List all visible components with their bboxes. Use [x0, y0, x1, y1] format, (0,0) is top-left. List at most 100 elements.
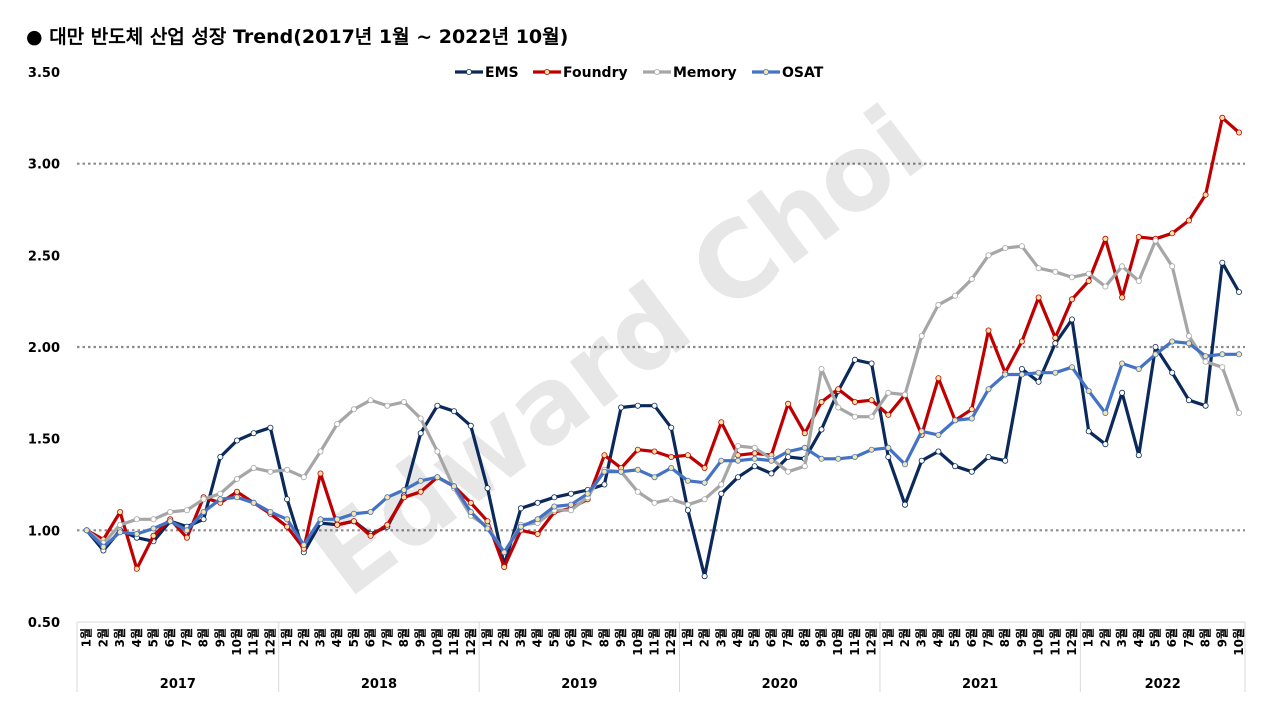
data-point	[384, 402, 391, 409]
x-tick-label: 7월	[981, 628, 996, 647]
data-point	[133, 531, 140, 538]
data-point	[568, 490, 575, 497]
data-point	[417, 415, 424, 422]
x-tick-label: 11월	[647, 628, 662, 656]
data-point	[467, 508, 474, 515]
x-tick-label: 5월	[346, 628, 361, 647]
x-year-label: 2018	[361, 677, 397, 692]
data-point	[818, 426, 825, 433]
data-point	[968, 415, 975, 422]
data-point	[651, 448, 658, 455]
data-point	[885, 389, 892, 396]
data-point	[400, 398, 407, 405]
data-point	[701, 573, 708, 580]
data-point	[985, 386, 992, 393]
data-point	[785, 400, 792, 407]
data-point	[501, 549, 508, 556]
x-tick-label: 3월	[1114, 628, 1129, 647]
data-point	[785, 453, 792, 460]
data-point	[1035, 265, 1042, 272]
data-point	[751, 450, 758, 457]
data-point	[601, 468, 608, 475]
data-point	[434, 448, 441, 455]
data-point	[718, 457, 725, 464]
data-point	[1119, 360, 1126, 367]
data-point	[250, 499, 257, 506]
data-point	[851, 453, 858, 460]
x-tick-label: 2월	[496, 628, 511, 647]
x-tick-label: 2월	[95, 628, 110, 647]
data-point	[634, 402, 641, 409]
data-point	[1135, 233, 1142, 240]
data-point	[1169, 263, 1176, 270]
x-tick-label: 12월	[463, 628, 478, 656]
y-tick-label: 1.50	[28, 433, 60, 448]
x-tick-label: 1월	[79, 628, 94, 647]
data-point	[1185, 340, 1192, 347]
data-point	[868, 360, 875, 367]
data-point	[601, 481, 608, 488]
x-tick-label: 9월	[613, 628, 628, 647]
data-point	[117, 529, 124, 536]
y-tick-label: 1.00	[28, 524, 60, 539]
data-point	[835, 404, 842, 411]
data-point	[1085, 270, 1092, 277]
data-point	[1202, 353, 1209, 360]
data-point	[1052, 268, 1059, 275]
x-year-label: 2017	[160, 677, 196, 692]
data-point	[701, 479, 708, 486]
data-point	[200, 508, 207, 515]
data-point	[1202, 358, 1209, 365]
data-point	[935, 301, 942, 308]
data-point	[167, 508, 174, 515]
data-point	[1119, 389, 1126, 396]
data-point	[735, 457, 742, 464]
data-point	[952, 292, 959, 299]
x-year-label: 2020	[762, 677, 798, 692]
x-tick-label: 9월	[814, 628, 829, 647]
data-point	[1169, 338, 1176, 345]
data-point	[534, 499, 541, 506]
data-point	[200, 496, 207, 503]
series-osat	[83, 338, 1243, 556]
data-point	[233, 488, 240, 495]
data-point	[150, 525, 157, 532]
data-point	[100, 543, 107, 550]
data-point	[334, 420, 341, 427]
data-point	[918, 457, 925, 464]
data-point	[634, 488, 641, 495]
data-point	[1119, 263, 1126, 270]
data-point	[684, 507, 691, 514]
data-point	[183, 527, 190, 534]
data-point	[835, 386, 842, 393]
data-point	[233, 437, 240, 444]
data-point	[400, 486, 407, 493]
data-point	[785, 468, 792, 475]
data-point	[1236, 288, 1243, 295]
data-point	[1002, 371, 1009, 378]
data-point	[484, 518, 491, 525]
x-tick-label: 3월	[914, 628, 929, 647]
data-point	[918, 332, 925, 339]
data-point	[1169, 369, 1176, 376]
data-point	[1052, 369, 1059, 376]
y-tick-label: 3.50	[28, 66, 60, 81]
data-point	[818, 365, 825, 372]
data-point	[1102, 441, 1109, 448]
x-tick-label: 6월	[1164, 628, 1179, 647]
data-point	[384, 521, 391, 528]
data-point	[83, 527, 90, 534]
data-point	[317, 448, 324, 455]
data-point	[952, 463, 959, 470]
data-point	[1085, 387, 1092, 394]
data-point	[1135, 365, 1142, 372]
data-point	[434, 402, 441, 409]
data-point	[735, 474, 742, 481]
data-point	[1069, 364, 1076, 371]
legend-item: OSAT	[752, 65, 824, 81]
x-tick-label: 2월	[897, 628, 912, 647]
data-point	[300, 542, 307, 549]
x-year-label: 2021	[962, 677, 998, 692]
x-tick-label: 9월	[1014, 628, 1029, 647]
